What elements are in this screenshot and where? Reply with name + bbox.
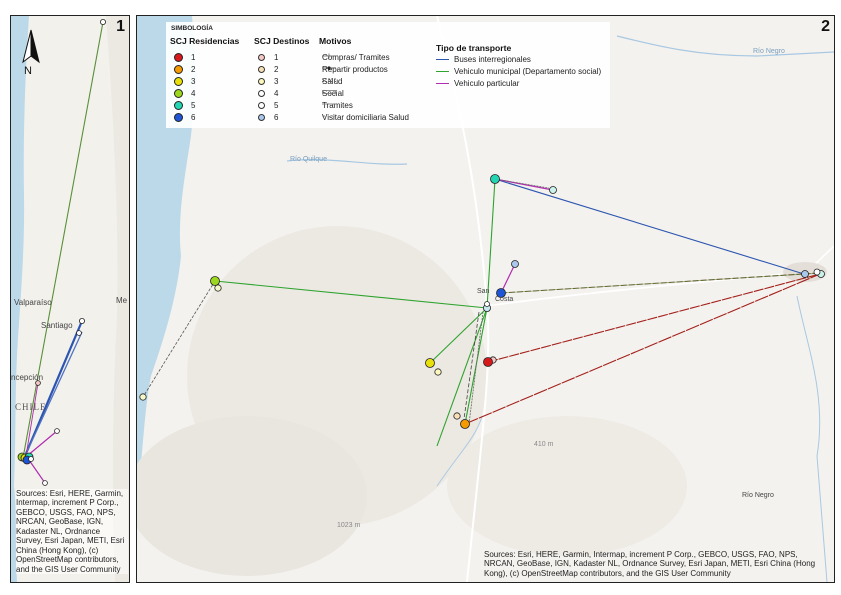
place-label-concepcion: ncepción xyxy=(11,373,44,382)
legend-residencia-1: 1 xyxy=(174,53,195,63)
legend-title: SIMBOLOGÍA xyxy=(171,25,213,32)
residence-dot-icon xyxy=(174,77,183,87)
map-legend: SIMBOLOGÍA SCJ Residencias SCJ Destinos … xyxy=(166,22,610,128)
legend-destino-1: 1 xyxy=(258,53,278,63)
legend-motivo-repartir: Repartir productos xyxy=(322,65,388,74)
legend-residencia-5: 5 xyxy=(174,101,195,111)
line-dot-icon xyxy=(322,66,336,70)
elevation-label-410: 410 m xyxy=(534,441,554,448)
green-line-icon xyxy=(436,71,449,73)
destination-dot-icon xyxy=(258,78,265,86)
residence-dot-icon xyxy=(174,101,183,111)
place-label-valparaiso: Valparaíso xyxy=(14,298,52,307)
legend-motivo-compras: Compras/ Tramites xyxy=(322,53,390,62)
river-label-negro: Río Negro xyxy=(753,48,785,55)
legend-residencia-3: 3 xyxy=(174,77,195,87)
destination-dot-icon xyxy=(258,90,265,98)
legend-transporte-particular: Vehiculo particular xyxy=(436,79,519,89)
residence-dot-icon xyxy=(174,65,183,75)
legend-residencia-6: 6 xyxy=(174,113,195,123)
north-label: N xyxy=(24,65,32,77)
legend-transporte-buses: Buses interregionales xyxy=(436,55,531,65)
legend-residencias-title: SCJ Residencias xyxy=(170,36,240,46)
detail-credits: Sources: Esri, HERE, Garmin, Intermap, i… xyxy=(484,549,816,578)
panel-number-1: 1 xyxy=(116,18,125,35)
legend-transporte-municipal: Vehiculo municipal (Departamento social) xyxy=(436,67,601,77)
destination-dot-icon xyxy=(258,102,265,110)
legend-destino-4: 4 xyxy=(258,89,278,99)
residence-dot-icon xyxy=(174,113,183,123)
place-label-costa: Costa xyxy=(495,296,514,303)
elevation-label-1023: 1023 m xyxy=(337,522,361,529)
place-label-san: San xyxy=(477,288,490,295)
legend-transporte-title: Tipo de transporte xyxy=(436,43,512,53)
dotted-line-icon xyxy=(322,115,336,117)
residence-dot-icon xyxy=(174,89,183,99)
residence-dot-icon xyxy=(174,53,183,63)
destination-dot-icon xyxy=(258,114,265,122)
destination-dot-icon xyxy=(258,54,265,62)
legend-motivos-title: Motivos xyxy=(319,36,352,46)
overview-credits: Sources: Esri, HERE, Garmin, Intermap, i… xyxy=(16,488,128,574)
legend-residencia-2: 2 xyxy=(174,65,195,75)
place-label-chile: CHILE xyxy=(15,402,47,412)
place-label-me: Me xyxy=(116,296,128,305)
legend-motivo-salud: Salud xyxy=(322,77,343,86)
destination-dot-icon xyxy=(258,66,265,74)
line-tick-icon xyxy=(322,53,336,59)
magenta-line-icon xyxy=(436,83,449,85)
legend-residencia-4: 4 xyxy=(174,89,195,99)
panel-number-2: 2 xyxy=(821,18,830,35)
legend-motivo-social: Social xyxy=(322,89,344,98)
place-label-santiago: Santiago xyxy=(41,321,73,330)
legend-motivo-visitar: Visitar domiciliaria Salud xyxy=(322,113,409,122)
legend-destino-5: 5 xyxy=(258,101,278,111)
legend-destino-2: 2 xyxy=(258,65,278,75)
legend-destinos-title: SCJ Destinos xyxy=(254,36,310,46)
legend-motivo-tramites: Tramites xyxy=(322,101,353,110)
long-dash-line-icon xyxy=(322,103,336,105)
blue-line-icon xyxy=(436,59,449,61)
place-label-rio-negro: Río Negro xyxy=(742,492,774,499)
legend-destino-6: 6 xyxy=(258,113,278,123)
north-arrow-icon xyxy=(22,29,40,64)
detail-map[interactable]: Río Quilque San Costa Río Negro Río Negr… xyxy=(136,15,835,583)
overview-map[interactable]: N 1 Valparaíso Santiago Me ncepción CHIL… xyxy=(10,15,130,583)
legend-destino-3: 3 xyxy=(258,77,278,87)
dashed-double-line-icon xyxy=(322,78,336,82)
outline-line-icon xyxy=(322,90,336,94)
river-label-quilque: Río Quilque xyxy=(290,156,327,163)
